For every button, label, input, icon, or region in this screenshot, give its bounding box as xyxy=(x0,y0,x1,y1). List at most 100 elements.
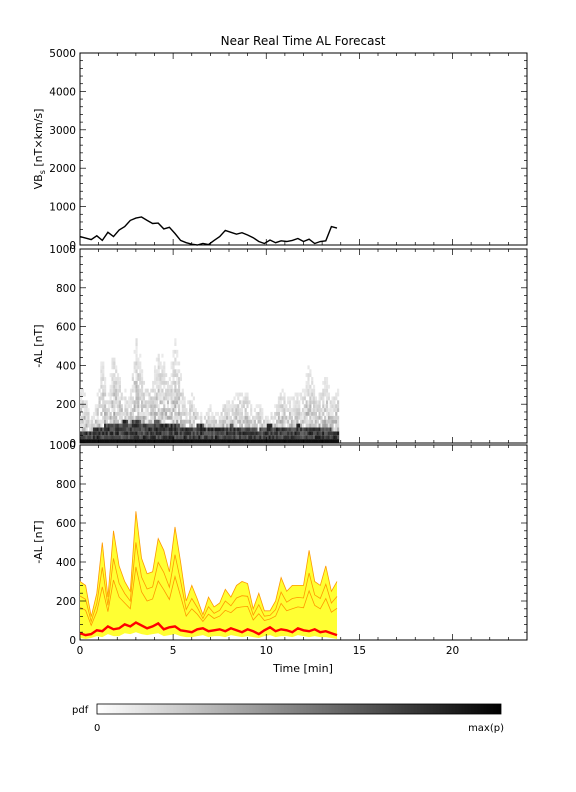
al-pdf-cell xyxy=(170,388,173,393)
al-pdf-cell xyxy=(325,384,329,389)
al-pdf-cell xyxy=(288,431,292,436)
al-pdf-cell xyxy=(218,423,221,428)
al-pdf-cell xyxy=(311,377,314,381)
al-pdf-cell xyxy=(133,415,136,420)
al-pdf-cell xyxy=(314,415,317,420)
al-pdf-cell xyxy=(85,439,88,443)
al-pdf-cell xyxy=(163,384,166,389)
al-pdf-cell xyxy=(296,431,299,436)
al-pdf-cell xyxy=(133,388,136,393)
al-pdf-cell xyxy=(102,400,105,405)
al-pdf-cell xyxy=(239,411,242,416)
al-pdf-cell xyxy=(109,439,112,443)
al-pdf-cell xyxy=(266,431,269,436)
al-pdf-cell xyxy=(309,373,312,378)
al-pdf-cell xyxy=(152,408,155,412)
al-pdf-cell xyxy=(113,392,116,397)
al-pdf-cell xyxy=(161,380,164,385)
al-pdf-cell xyxy=(185,431,188,436)
al-pdf-cell xyxy=(300,419,303,424)
al-pdf-cell xyxy=(80,415,83,420)
al-pdf-cell xyxy=(137,423,140,428)
al-pdf-cell xyxy=(148,431,151,436)
al-pdf-cell xyxy=(159,388,162,393)
al-pdf-cell xyxy=(320,419,323,424)
al-pdf-cell xyxy=(176,353,179,358)
al-pdf-cell xyxy=(111,415,114,420)
al-pdf-cell xyxy=(276,435,279,440)
al-pdf-cell xyxy=(298,439,301,443)
al-pdf-cell xyxy=(202,439,205,443)
al-pdf-cell xyxy=(155,419,158,424)
al-pdf-cell xyxy=(264,419,268,424)
al-pdf-cell xyxy=(259,411,262,416)
al-pdf-cell xyxy=(331,408,334,412)
al-pdf-cell xyxy=(227,419,231,424)
al-pdf-cell xyxy=(222,423,225,428)
al-pdf-cell xyxy=(104,439,107,443)
al-pdf-cell xyxy=(185,439,188,443)
al-pdf-cell xyxy=(165,373,168,378)
al-pdf-cell xyxy=(276,431,279,436)
al-pdf-cell xyxy=(178,411,181,416)
al-pdf-cell xyxy=(237,411,240,416)
al-pdf-cell xyxy=(118,431,121,436)
al-pdf-cell xyxy=(220,431,223,436)
al-pdf-cell xyxy=(172,427,175,432)
al-pdf-cell xyxy=(94,411,97,416)
al-pdf-cell xyxy=(224,423,227,428)
al-pdf-cell xyxy=(179,419,183,424)
al-pdf-cell xyxy=(292,423,295,428)
al-pdf-cell xyxy=(229,439,232,443)
al-pdf-cell xyxy=(141,435,144,440)
al-pdf-cell xyxy=(170,384,173,389)
al-pdf-cell xyxy=(161,411,164,416)
al-pdf-cell xyxy=(209,404,212,409)
al-pdf-cell xyxy=(244,411,247,416)
al-pdf-cell xyxy=(131,427,134,432)
al-pdf-cell xyxy=(239,400,242,405)
al-pdf-cell xyxy=(152,415,155,420)
al-pdf-cell xyxy=(194,431,197,436)
al-pdf-cell xyxy=(239,419,242,424)
al-pdf-cell xyxy=(113,408,116,412)
al-pdf-cell xyxy=(179,400,183,405)
al-pdf-cell xyxy=(189,415,192,420)
al-pdf-cell xyxy=(277,404,281,409)
al-pdf-cell xyxy=(276,404,279,409)
al-pdf-cell xyxy=(133,404,136,409)
al-pdf-cell xyxy=(250,423,253,428)
al-pdf-cell xyxy=(285,431,288,436)
al-pdf-cell xyxy=(155,411,158,416)
al-pdf-cell xyxy=(124,431,127,436)
al-pdf-cell xyxy=(303,408,306,412)
al-pdf-cell xyxy=(116,427,120,432)
al-pdf-cell xyxy=(159,380,162,385)
al-pdf-cell xyxy=(148,396,151,401)
al-pdf-cell xyxy=(105,423,109,428)
al-pdf-cell xyxy=(324,419,327,424)
al-pdf-cell xyxy=(153,427,157,432)
al-pdf-cell xyxy=(314,400,317,405)
al-pdf-cell xyxy=(255,404,258,409)
al-pdf-cell xyxy=(298,392,301,397)
al-pdf-cell xyxy=(322,435,325,440)
al-pdf-cell xyxy=(120,431,123,436)
al-pdf-cell xyxy=(253,419,256,424)
al-pdf-cell xyxy=(153,388,157,393)
al-pdf-cell xyxy=(207,431,210,436)
al-pdf-cell xyxy=(116,377,120,381)
al-pdf-cell xyxy=(279,400,282,405)
al-pdf-cell xyxy=(170,392,173,397)
al-pdf-cell xyxy=(111,427,114,432)
al-pdf-cell xyxy=(207,419,210,424)
al-pdf-cell xyxy=(157,427,160,432)
al-pdf-cell xyxy=(148,423,151,428)
al-pdf-cell xyxy=(307,419,310,424)
al-pdf-cell xyxy=(237,396,240,401)
al-pdf-cell xyxy=(185,415,188,420)
al-pdf-cell xyxy=(128,439,131,443)
al-pdf-cell xyxy=(205,427,208,432)
al-pdf-cell xyxy=(296,435,299,440)
